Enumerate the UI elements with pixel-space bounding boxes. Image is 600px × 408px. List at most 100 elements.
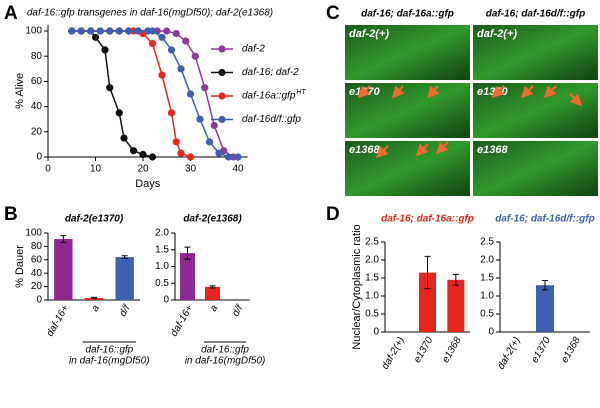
y-tick-label: 0 (36, 295, 42, 306)
data-point (158, 71, 166, 79)
data-point (87, 27, 95, 35)
group-label: in daf-16(mgDf50) (185, 356, 266, 367)
y-tick-label: 20 (31, 281, 43, 292)
micrograph (345, 141, 470, 196)
data-point (129, 147, 138, 155)
column-header: daf-16; daf-16d/f::gfp (486, 9, 585, 20)
micrograph (473, 141, 598, 196)
x-tick-label: e1368 (440, 335, 464, 365)
y-tick-label: 1.5 (480, 273, 494, 284)
y-tick-label: 0 (163, 295, 169, 306)
legend-label: daf-2 (242, 44, 265, 55)
panel-letter: B (4, 204, 18, 225)
data-point (148, 27, 157, 35)
cell-label: e1368 (477, 144, 508, 156)
bar (180, 253, 195, 300)
data-point (106, 84, 114, 92)
y-tick-label: 20 (31, 126, 43, 137)
data-point (115, 109, 123, 117)
y-axis-label: Nuclear/Cytoplasmic ratio (351, 224, 363, 349)
y-tick-label: 40 (31, 268, 43, 279)
data-point (224, 153, 233, 161)
legend-superscript: HT (296, 89, 306, 96)
chart-title: daf-16::gfp transgenes in daf-16(mgDf50)… (27, 8, 273, 19)
y-tick-label: 0.5 (480, 309, 494, 320)
data-point (186, 90, 195, 98)
bar (54, 239, 73, 300)
y-tick-label: 80 (31, 241, 43, 252)
data-point (120, 134, 128, 142)
panel-letter: C (326, 3, 340, 24)
group-label: in daf-16(mgDf50) (69, 356, 150, 367)
data-point (96, 27, 104, 35)
group-label: daf-16::gfp (201, 345, 249, 356)
data-point (182, 37, 190, 45)
bar (419, 272, 436, 332)
data-point (134, 27, 142, 35)
bar (115, 257, 134, 300)
y-tick-label: 2.5 (480, 237, 494, 248)
data-point (148, 40, 157, 48)
data-point (201, 84, 209, 92)
data-point (115, 27, 123, 35)
arrows (357, 85, 583, 159)
y-tick-label: 0 (373, 327, 379, 338)
x-tick-label: d/f (117, 302, 133, 318)
legend-marker (218, 68, 226, 77)
data-point (101, 46, 109, 54)
y-tick-label: 2.5 (365, 237, 379, 248)
data-point (148, 153, 157, 161)
bar (205, 286, 220, 300)
cell-label: e1370 (477, 86, 508, 98)
legend-marker (218, 92, 226, 100)
error-bar (542, 280, 548, 291)
data-point (172, 138, 180, 146)
y-tick-label: 60 (31, 254, 43, 265)
chart-title: daf-2(e1368) (183, 214, 242, 225)
data-point (215, 149, 223, 157)
x-tick-label: daf-16+ (169, 303, 196, 338)
x-tick-label: daf-2(+) (496, 335, 523, 371)
x-tick-label: e1370 (412, 335, 436, 365)
series-line (71, 30, 153, 158)
panel-letter: D (326, 204, 340, 225)
error-bar (60, 235, 67, 243)
x-tick-label: a (90, 303, 103, 314)
x-tick-label: daf-2(+) (380, 335, 407, 371)
error-bar (91, 296, 97, 300)
y-tick-label: 100 (25, 228, 42, 239)
group-label: daf-16::gfp (85, 345, 133, 356)
x-tick-label: 30 (185, 164, 197, 175)
x-tick-label: daf-16+ (45, 303, 72, 338)
data-point (167, 109, 176, 117)
data-point (163, 27, 171, 35)
micrograph (473, 25, 598, 80)
data-point (172, 29, 180, 38)
x-tick-label: 10 (90, 164, 102, 175)
cell-label: daf-2(+) (349, 28, 389, 40)
error-bar (184, 246, 191, 260)
data-point (234, 153, 242, 161)
y-tick-label: 1.5 (365, 273, 379, 284)
data-point (177, 149, 185, 157)
y-tick-label: 1.0 (155, 261, 169, 272)
bar (536, 285, 554, 332)
y-axis-label: % Alive (14, 73, 26, 109)
data-point (125, 27, 133, 35)
data-point (177, 65, 185, 73)
legend-label: daf-16d/f::gfp (242, 114, 301, 125)
panel-letter: A (4, 3, 18, 24)
legend-marker (218, 45, 226, 53)
data-point (77, 27, 85, 35)
series-line (71, 30, 234, 158)
data-point (186, 153, 195, 161)
legend-marker (218, 115, 226, 124)
data-point (196, 115, 204, 123)
y-tick-label: 60 (31, 76, 43, 87)
error-bar (452, 273, 459, 286)
x-tick-label: 0 (45, 164, 51, 175)
y-tick-label: 0 (488, 327, 494, 338)
y-tick-label: 40 (31, 101, 43, 112)
error-bar (121, 255, 128, 259)
